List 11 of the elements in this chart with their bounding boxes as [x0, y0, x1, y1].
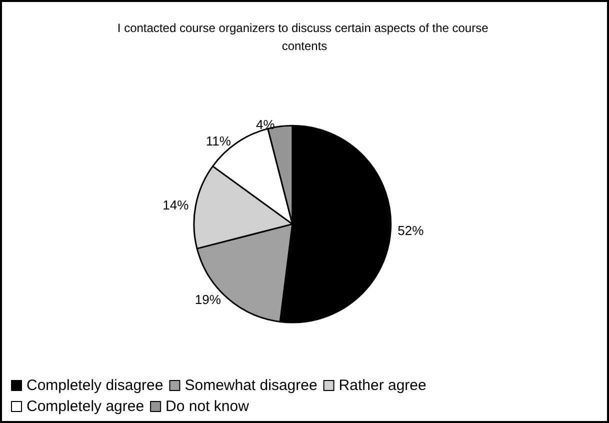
data-label: 14% [162, 198, 190, 213]
chart-title: I contacted course organizers to discuss certain aspects of the course contents [117, 21, 492, 53]
data-label: 4% [256, 116, 276, 132]
legend-label: Rather agree [338, 377, 426, 394]
data-label: 52% [398, 222, 424, 238]
legend-label: Do not know [166, 398, 250, 415]
legend-label: Completely disagree [26, 377, 164, 394]
legend-label: Completely agree [26, 398, 144, 415]
legend-label: Somewhat disagree [184, 377, 318, 394]
data-label: 11% [206, 133, 232, 148]
data-label: 19% [194, 292, 222, 307]
